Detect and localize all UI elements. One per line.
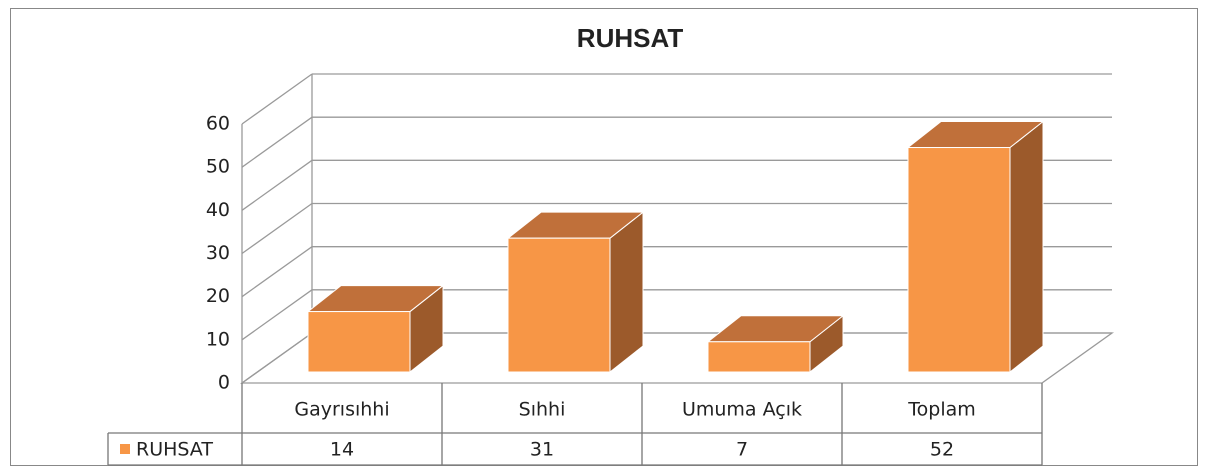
- chart-title: RUHSAT: [577, 23, 684, 53]
- x-tick-label: Umuma Açık: [682, 399, 802, 421]
- grid-line: [241, 289, 313, 341]
- data-table-value: 14: [330, 439, 354, 461]
- bar-side: [1009, 120, 1044, 374]
- grid-line: [241, 116, 313, 168]
- grid-line: [241, 332, 313, 384]
- y-tick-label: 20: [206, 285, 230, 307]
- x-tick-label: Toplam: [907, 399, 976, 421]
- bar-side: [609, 211, 644, 374]
- grid-line: [241, 246, 313, 298]
- y-tick-label: 60: [206, 113, 230, 135]
- data-table-value: 52: [930, 439, 954, 461]
- bar: [507, 237, 611, 373]
- y-tick-label: 40: [206, 199, 230, 221]
- y-tick-label: 0: [218, 372, 230, 394]
- y-tick-label: 30: [206, 242, 230, 264]
- x-tick-label: Gayrısıhhi: [294, 399, 389, 421]
- x-tick-label: Sıhhi: [519, 399, 566, 421]
- grid-line: [241, 202, 313, 255]
- bar: [907, 147, 1011, 373]
- grid-line: [241, 159, 313, 211]
- legend-swatch: [120, 444, 130, 454]
- data-table-value: 31: [530, 439, 554, 461]
- bar: [307, 311, 411, 373]
- y-tick-label: 10: [206, 328, 230, 350]
- y-tick-label: 50: [206, 156, 230, 178]
- grid-line: [241, 73, 313, 125]
- data-table-value: 7: [736, 439, 748, 461]
- bar: [707, 341, 811, 373]
- legend-label: RUHSAT: [136, 439, 213, 461]
